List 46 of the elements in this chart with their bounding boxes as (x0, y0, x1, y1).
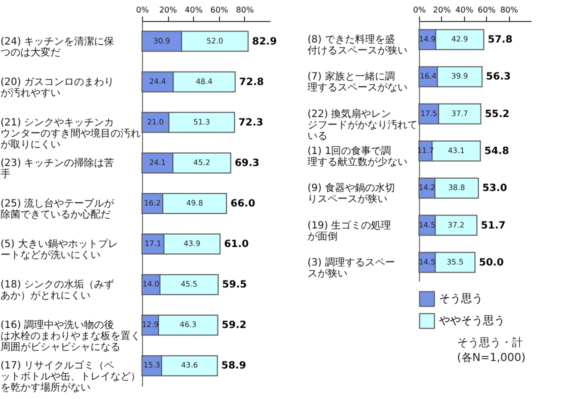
y-tick-label: (22) 換気扇やレンジフードがかなり汚れている (308, 108, 418, 142)
y-tick-label: (9) 食器や鍋の水切りスペースが狭い (308, 182, 395, 206)
total-label: 56.3 (486, 72, 511, 83)
total-label: 69.3 (234, 158, 260, 169)
y-tick-label: (24) キッチンを清潔に保つのは大変だ (0, 35, 114, 58)
text: (各N=1,000) (457, 350, 527, 365)
y-tick-label: (23) キッチンの掃除は苦手 (0, 156, 114, 180)
y-tick-label: (19) 生ゴミの処理が面倒 (308, 219, 392, 242)
total-label: 59.2 (222, 320, 246, 332)
total-label: 59.5 (222, 280, 247, 291)
legend-label: そう思う (439, 292, 483, 305)
total-label: 50.0 (479, 257, 504, 268)
total-label: 54.8 (484, 146, 510, 157)
total-label: 82.9 (252, 36, 277, 48)
y-tick-label: (7) 家族と一緒に調理するスペースがない (308, 70, 408, 94)
x-tick-label: 20% (433, 6, 452, 14)
total-label: 57.8 (488, 34, 512, 46)
y-tick-label: (21) シンクやキッチンカウンターのすき間や境目の汚れが取りにくい (0, 117, 140, 150)
legend-label: ややそう思う (439, 314, 505, 327)
y-tick-label: (20) ガスコンロのまわりが汚れやすい (0, 76, 114, 99)
total-label: 66.0 (230, 198, 256, 210)
text: そう思う・計 (457, 335, 524, 350)
total-label: 61.0 (224, 239, 249, 250)
y-tick-label: (3) 調理するスペースが狭い (308, 256, 395, 280)
x-tick-label: 0% (413, 6, 426, 14)
y-tick-label: (5) 大きい鍋やホットプレートなどが洗いにくい (0, 238, 118, 262)
x-tick-label: 60% (210, 6, 229, 14)
total-label: 53.0 (482, 183, 508, 194)
total-label: 55.2 (484, 108, 510, 120)
y-tick-label: (8) できた料理を盛付けるスペースが狭い (308, 34, 408, 57)
y-tick-label: (17) リサイクルゴミ（ペットボトルや缶、トレイなど）を乾かす場所がない (0, 360, 140, 394)
x-tick-label: 60% (478, 6, 496, 14)
y-tick-label: (25) 流し台やテーブルが除菌できているか心配だ (0, 198, 116, 220)
x-tick-label: 40% (455, 6, 474, 14)
total-label: 72.3 (238, 117, 264, 128)
y-tick-label: (18) シンクの水垢（みずあか）がとれにくい (0, 278, 114, 302)
x-tick-label: 40% (184, 6, 203, 14)
y-tick-label: (1) 1回の食事で調理する献立数が少ない (308, 145, 408, 168)
x-tick-label: 20% (159, 6, 178, 14)
y-tick-label: (16) 調理中や洗い物の後は水栓のまわりやまな板を置く周囲がビシャビシャになる (0, 319, 140, 354)
x-tick-label: 0% (136, 6, 150, 14)
total-label: 58.9 (221, 360, 246, 372)
x-tick-label: 80% (500, 6, 518, 14)
x-tick-label: 80% (236, 6, 254, 14)
total-label: 51.7 (480, 220, 506, 232)
total-label: 72.8 (239, 76, 264, 88)
